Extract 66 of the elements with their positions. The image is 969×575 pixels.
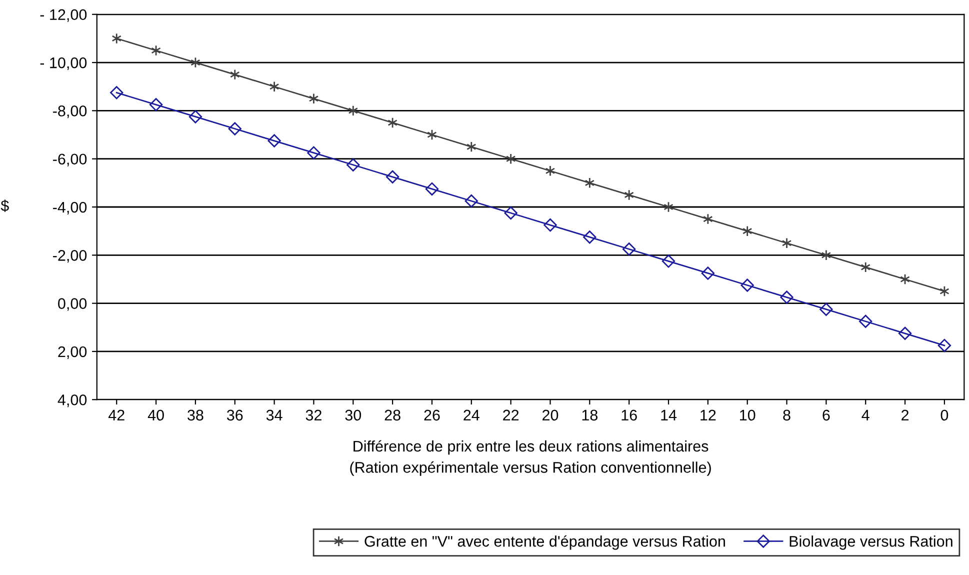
x-tick-label: 10 [740,410,756,421]
point [740,278,754,292]
x-tick-label: 24 [464,410,480,420]
point [386,170,400,184]
x-tick-label: 30 [345,410,362,421]
point [662,254,676,268]
point [188,110,202,124]
x-tick-label: 14 [661,410,677,420]
y-tick-label: 4,00 [58,394,87,408]
point [228,122,242,136]
point [859,314,872,328]
point [110,86,124,100]
x-tick-label: 4 [862,410,870,420]
point [938,338,952,352]
x-tick-label: 42 [108,410,124,420]
point [307,146,320,160]
x-tick-label: 34 [266,410,282,421]
x-tick-label: 22 [503,410,519,420]
x-tick-label: 38 [188,410,204,421]
point [584,177,595,188]
point [780,290,794,304]
y-axis-title: $ [0,200,9,212]
point [742,226,752,237]
x-tick-label: 36 [226,410,243,421]
x-tick-label: 8 [783,410,790,421]
point [782,238,792,249]
y-tick-label: -2,00 [53,250,87,263]
x-tick-label: 16 [622,410,637,421]
y-tick-label: - 10,00 [40,57,87,70]
x-tick-label: 18 [582,410,598,421]
legend-label: Biolavage versus Ration [790,536,952,550]
point [464,194,478,208]
x-tick-label: 12 [700,410,716,420]
point [504,206,518,220]
y-tick-label: - 12,00 [40,9,87,22]
y-tick-label: -6,00 [53,154,87,166]
legend-label: Gratte en "V" avec entente d'épandage versus Ration [364,535,725,550]
point [112,32,122,44]
x-tick-label: 32 [306,410,322,421]
y-tick-label: -8,00 [53,106,87,118]
point [544,218,557,232]
x-tick-label: 28 [384,410,400,421]
point [583,230,596,244]
point [268,134,281,148]
point [703,213,713,225]
x-tick-label: 6 [822,410,830,421]
point [425,182,439,196]
x-axis-title: Différence de prix entre les deux rations alimentaires (Ration expérimentale versus Ration conventionnelle) [350,440,711,476]
x-tick-label: 2 [902,410,909,420]
point [701,266,715,280]
x-tick-label: 0 [940,410,948,421]
x-tick-label: 26 [424,410,440,421]
point [624,189,634,201]
point [466,141,476,152]
point [898,326,912,340]
y-tick-label: -4,00 [53,202,87,214]
point [346,158,360,172]
point [149,98,163,112]
point [820,302,833,316]
x-tick-label: 40 [148,410,164,421]
point [230,69,240,80]
point [269,81,280,92]
y-tick-label: 0,00 [58,298,87,311]
y-tick-label: 2,00 [58,346,87,359]
x-tick-label: 20 [542,410,558,421]
point [622,242,636,256]
